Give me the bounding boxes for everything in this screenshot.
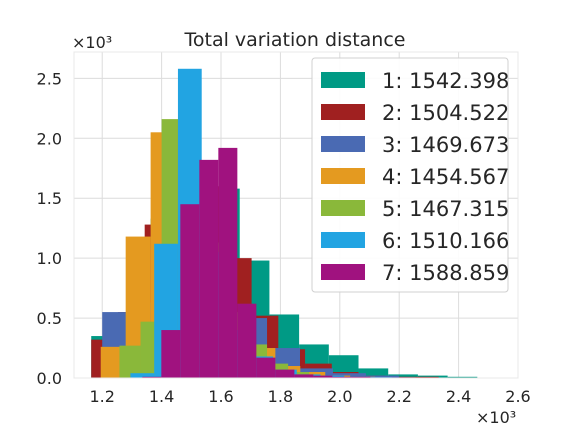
x-tick-label: 1.6 (208, 387, 233, 406)
histogram-bar (275, 370, 294, 378)
x-tick-label: 1.8 (268, 387, 293, 406)
histogram-bar (199, 160, 218, 378)
legend-label: 6: 1510.166 (382, 229, 509, 253)
y-tick-label: 2.5 (37, 69, 62, 88)
y-tick-label: 0.0 (37, 369, 62, 388)
histogram-bar (161, 330, 180, 378)
legend-label: 5: 1467.315 (382, 197, 509, 221)
histogram-bar (180, 204, 199, 378)
legend-swatch (321, 136, 365, 152)
legend-label: 4: 1454.567 (382, 165, 509, 189)
y-tick-label: 1.0 (37, 249, 62, 268)
x-tick-label: 2.2 (386, 387, 411, 406)
histogram-bar (237, 304, 256, 378)
y-tick-label: 0.5 (37, 309, 62, 328)
legend-label: 3: 1469.673 (382, 133, 509, 157)
legend-label: 7: 1588.859 (382, 261, 509, 285)
legend-label: 2: 1504.522 (382, 101, 509, 125)
legend-swatch (321, 264, 365, 280)
legend-swatch (321, 168, 365, 184)
chart-title: Total variation distance (184, 29, 406, 51)
y-tick-label: 2.0 (37, 129, 62, 148)
legend-swatch (321, 104, 365, 120)
histogram-bar (218, 148, 237, 378)
histogram-bar (294, 374, 313, 378)
x-tick-label: 1.2 (89, 387, 114, 406)
x-tick-label: 2.6 (505, 387, 530, 406)
legend-label: 1: 1542.398 (382, 69, 509, 93)
legend-swatch (321, 72, 365, 88)
y-scale-label: ×10³ (72, 33, 112, 52)
histogram-bar (119, 346, 140, 378)
legend: 1: 1542.398 2: 1504.522 3: 1469.673 4: 1454… (312, 58, 509, 292)
x-tick-label: 1.4 (149, 387, 174, 406)
legend-swatch (321, 200, 365, 216)
x-tick-label: 2.0 (327, 387, 352, 406)
histogram-bar (256, 358, 275, 378)
y-tick-label: 1.5 (37, 189, 62, 208)
legend-swatch (321, 232, 365, 248)
x-scale-label: ×10³ (476, 408, 516, 427)
x-tick-label: 2.4 (446, 387, 471, 406)
